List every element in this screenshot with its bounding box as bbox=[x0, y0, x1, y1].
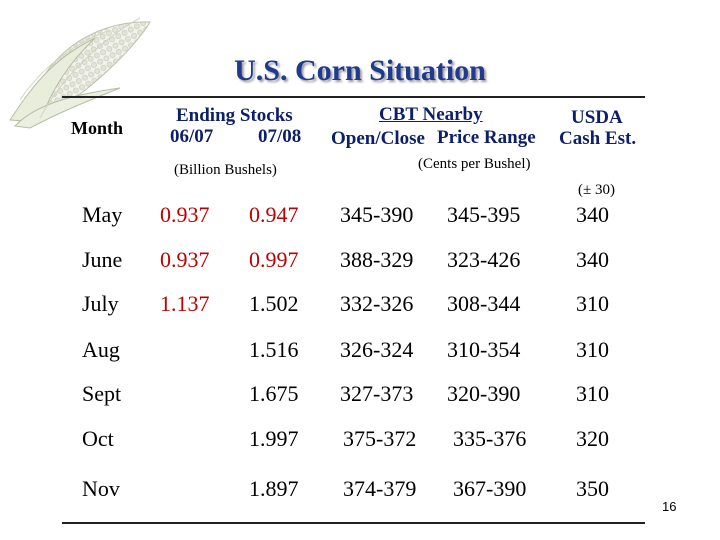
header-year-0708: 07/08 bbox=[258, 126, 302, 147]
table-row-open-close: 388-329 bbox=[340, 247, 414, 272]
header-price-range: Price Range bbox=[437, 127, 536, 148]
table-row-price-range: 310-354 bbox=[447, 337, 521, 362]
header-cash-est: Cash Est. bbox=[559, 128, 637, 149]
table-row-open-close: 345-390 bbox=[340, 202, 414, 227]
table-row-cash: 340 bbox=[576, 247, 609, 272]
table-row-stock-0607: 0.937 bbox=[160, 247, 210, 272]
table-row-open-close: 326-324 bbox=[340, 337, 414, 362]
table-row-open-close: 375-372 bbox=[343, 426, 417, 451]
table-row-price-range: 320-390 bbox=[447, 381, 521, 406]
header-cents-per-bushel: (Cents per Bushel) bbox=[418, 156, 531, 172]
table-row-stock-0708: 1.997 bbox=[249, 426, 299, 451]
table-row-price-range: 345-395 bbox=[447, 202, 521, 227]
bottom-rule bbox=[62, 522, 645, 524]
header-billion-bushels: (Billion Bushels) bbox=[174, 162, 277, 178]
table-row-cash: 310 bbox=[576, 337, 609, 362]
table-row-cash: 310 bbox=[576, 381, 609, 406]
header-usda: USDA bbox=[571, 107, 623, 128]
header-open-close: Open/Close bbox=[331, 128, 425, 149]
table-row-month: May bbox=[82, 202, 123, 227]
table-row-stock-0708: 1.897 bbox=[249, 476, 299, 501]
table-row-month: Aug bbox=[82, 337, 120, 362]
table-row-price-range: 308-344 bbox=[447, 291, 521, 316]
table-row-month: June bbox=[82, 247, 123, 272]
table-row-stock-0607: 0.937 bbox=[160, 202, 210, 227]
slide-title: U.S. Corn Situation bbox=[234, 54, 486, 87]
table-row-price-range: 367-390 bbox=[453, 476, 527, 501]
table-row-stock-0708: 1.516 bbox=[249, 337, 299, 362]
table-row-month: Nov bbox=[82, 476, 120, 501]
header-month: Month bbox=[71, 118, 124, 138]
header-cbt-nearby: CBT Nearby bbox=[379, 104, 483, 125]
table-row-cash: 350 bbox=[576, 476, 609, 501]
table-row-price-range: 335-376 bbox=[453, 426, 527, 451]
table-row-open-close: 327-373 bbox=[340, 381, 414, 406]
table-row-open-close: 374-379 bbox=[343, 476, 417, 501]
table-row-stock-0708: 1.675 bbox=[249, 381, 299, 406]
table-row-stock-0607: 1.137 bbox=[160, 291, 210, 316]
corn-cob-icon bbox=[9, 17, 151, 129]
table-row-cash: 310 bbox=[576, 291, 609, 316]
table-row-cash: 340 bbox=[576, 202, 609, 227]
table-row-price-range: 323-426 bbox=[447, 247, 521, 272]
table-row-month: July bbox=[82, 291, 119, 316]
table-row-stock-0708: 0.947 bbox=[249, 202, 299, 227]
table-row-open-close: 332-326 bbox=[340, 291, 414, 316]
table-row-month: Oct bbox=[82, 426, 114, 451]
top-rule bbox=[62, 96, 645, 98]
table-row-cash: 320 bbox=[576, 426, 609, 451]
table-row-month: Sept bbox=[82, 381, 122, 406]
header-year-0607: 06/07 bbox=[170, 126, 214, 147]
header-plus-minus: (± 30) bbox=[578, 182, 615, 198]
header-ending-stocks: Ending Stocks bbox=[176, 105, 293, 126]
page-number: 16 bbox=[662, 499, 677, 514]
table-row-stock-0708: 0.997 bbox=[249, 247, 299, 272]
table-row-stock-0708: 1.502 bbox=[249, 291, 299, 316]
